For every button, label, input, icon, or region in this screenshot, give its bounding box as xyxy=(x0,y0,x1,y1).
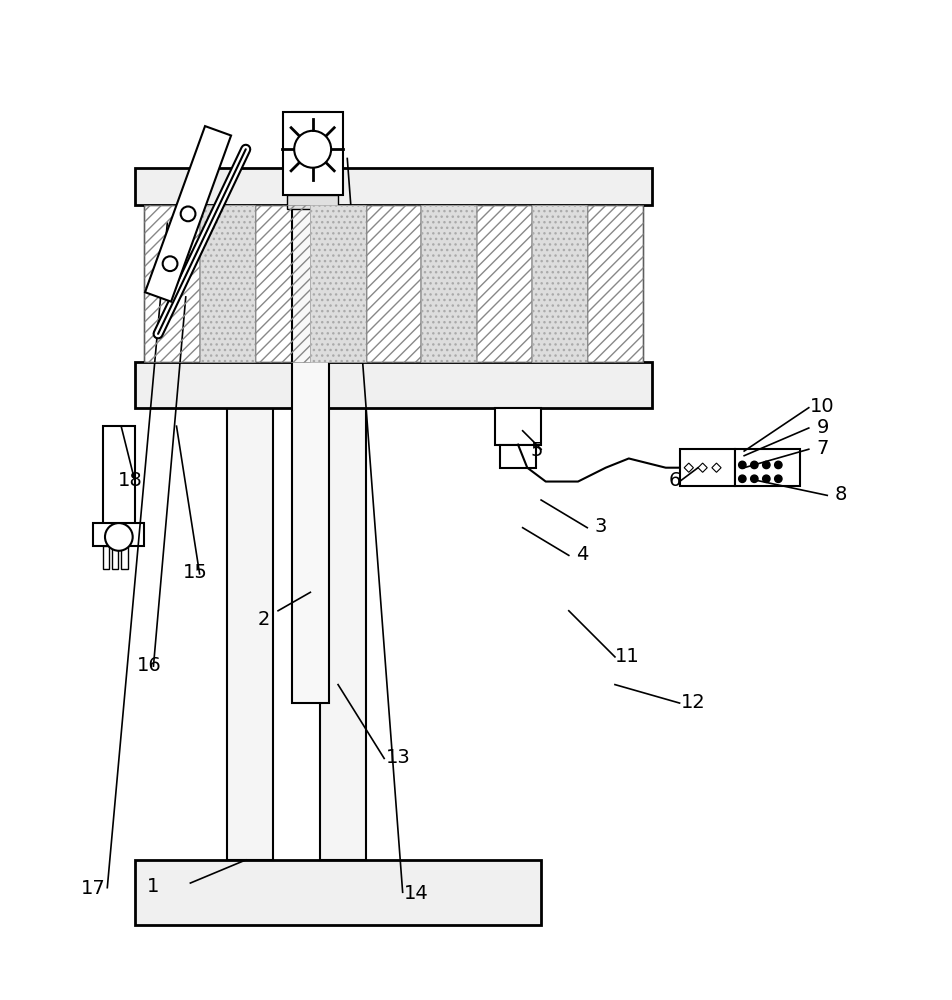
Circle shape xyxy=(738,461,745,469)
Polygon shape xyxy=(145,126,230,302)
Circle shape xyxy=(294,131,330,168)
Circle shape xyxy=(181,206,195,221)
Bar xyxy=(103,426,135,537)
Bar xyxy=(310,205,366,362)
Bar xyxy=(135,362,651,408)
Bar xyxy=(287,195,338,209)
Bar xyxy=(93,523,144,546)
Text: 3: 3 xyxy=(594,517,606,536)
Bar xyxy=(421,205,476,362)
Circle shape xyxy=(750,461,757,469)
Text: 1: 1 xyxy=(148,877,160,896)
Bar xyxy=(111,546,118,569)
Bar xyxy=(121,546,128,569)
Text: 17: 17 xyxy=(81,879,106,898)
Polygon shape xyxy=(711,463,721,472)
Bar xyxy=(421,205,476,362)
Circle shape xyxy=(750,475,757,482)
Bar xyxy=(255,205,310,362)
Bar xyxy=(679,449,734,486)
Bar xyxy=(144,205,199,362)
Text: 10: 10 xyxy=(809,397,834,416)
Bar xyxy=(499,445,536,468)
Text: 2: 2 xyxy=(258,610,270,629)
Circle shape xyxy=(105,523,132,551)
Bar xyxy=(255,205,310,362)
Bar xyxy=(144,205,199,362)
Bar xyxy=(103,546,109,569)
Text: 16: 16 xyxy=(136,656,161,675)
Text: 5: 5 xyxy=(529,441,543,460)
Text: 15: 15 xyxy=(183,563,208,582)
Bar xyxy=(586,205,642,362)
Bar xyxy=(586,205,642,362)
Bar xyxy=(135,168,651,205)
Bar xyxy=(531,205,586,362)
Polygon shape xyxy=(697,463,706,472)
Text: 9: 9 xyxy=(816,418,828,437)
Text: 7: 7 xyxy=(816,439,828,458)
Bar xyxy=(734,449,799,486)
Polygon shape xyxy=(684,463,693,472)
Text: 18: 18 xyxy=(118,471,143,490)
Bar xyxy=(199,205,255,362)
Bar xyxy=(476,205,531,362)
Text: 11: 11 xyxy=(614,647,639,666)
Text: 8: 8 xyxy=(834,485,846,504)
Circle shape xyxy=(163,256,177,271)
Text: 14: 14 xyxy=(404,884,428,903)
Bar xyxy=(319,408,366,860)
Bar xyxy=(291,112,328,703)
Bar xyxy=(227,408,273,860)
Bar xyxy=(531,205,586,362)
Bar xyxy=(494,408,541,445)
Circle shape xyxy=(762,461,769,469)
Bar xyxy=(135,860,541,925)
Circle shape xyxy=(774,475,782,482)
Text: 13: 13 xyxy=(386,748,410,767)
Bar xyxy=(199,205,255,362)
Text: 4: 4 xyxy=(576,545,588,564)
Bar xyxy=(476,205,531,362)
Circle shape xyxy=(774,461,782,469)
Bar xyxy=(366,205,421,362)
Circle shape xyxy=(762,475,769,482)
Bar xyxy=(283,112,343,195)
Text: 12: 12 xyxy=(681,693,705,712)
Circle shape xyxy=(738,475,745,482)
Bar xyxy=(366,205,421,362)
Text: 6: 6 xyxy=(668,471,681,490)
Bar xyxy=(310,205,366,362)
